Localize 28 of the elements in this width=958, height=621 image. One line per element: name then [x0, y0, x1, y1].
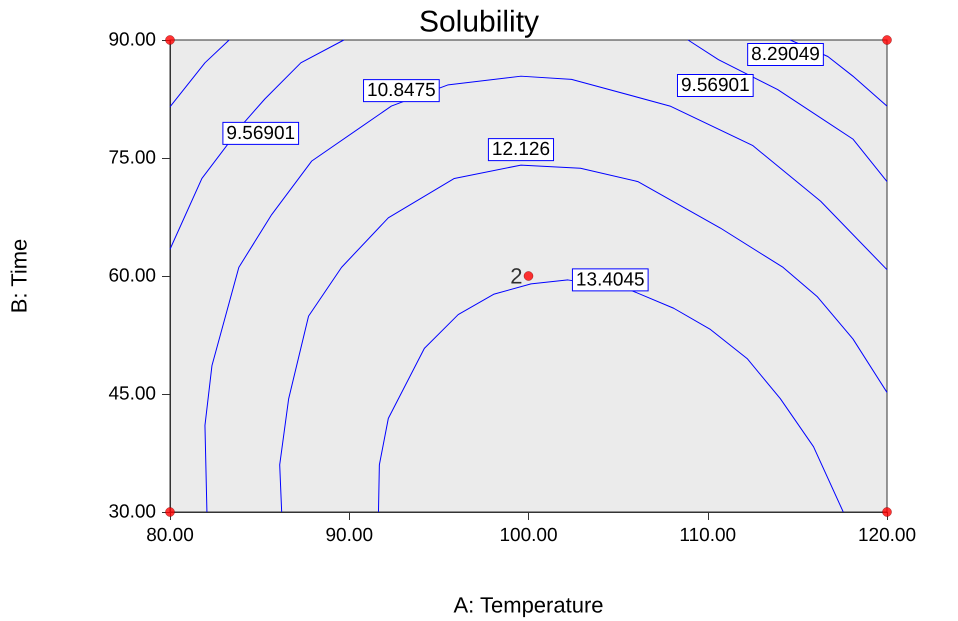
- chart-title: Solubility: [418, 6, 540, 38]
- series-label: 9.56901: [680, 75, 750, 96]
- point: [165, 507, 175, 517]
- x-axis-title: A: Temperature: [453, 592, 604, 618]
- x-tick-label: 80.00: [146, 525, 194, 546]
- y-tick-label: 30.00: [108, 502, 156, 522]
- point: [165, 35, 175, 45]
- series-label: 10.8475: [367, 80, 436, 102]
- x-tick-label: 100.00: [499, 525, 558, 546]
- y-tick-label: 45.00: [108, 384, 156, 404]
- series-label: 13.4045: [576, 269, 645, 290]
- x-tick-label: 90.00: [325, 525, 374, 546]
- line-series: [170, 40, 344, 250]
- x-tick-label: 120.00: [858, 525, 916, 546]
- line-series: [279, 164, 888, 512]
- y-tick-label: 75.00: [108, 148, 156, 168]
- series-label: 12.126: [492, 139, 550, 160]
- line-series: [204, 76, 888, 512]
- series-label: 9.56901: [226, 122, 296, 144]
- y-axis-title: B: Time: [6, 238, 32, 314]
- annotation: 2: [510, 264, 522, 288]
- x-tick-label: 110.00: [679, 525, 736, 546]
- point: [524, 271, 534, 281]
- point: [882, 35, 892, 45]
- point: [882, 507, 892, 517]
- series-label: 8.29049: [751, 44, 820, 66]
- y-tick-label: 90.00: [108, 30, 156, 50]
- y-tick-label: 60.00: [108, 266, 156, 286]
